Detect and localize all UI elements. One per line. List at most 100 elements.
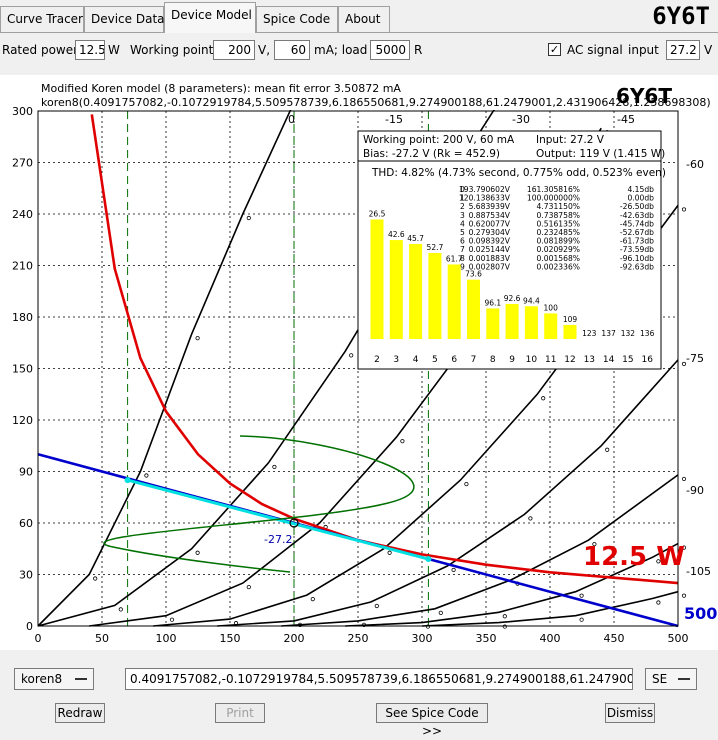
load-input[interactable]: 5000 [370,40,410,60]
model-select-value: koren8 [21,672,63,686]
measured-point [681,545,687,550]
harmonic-bar-value: 96.1 [484,298,501,307]
tab-device-model[interactable]: Device Model [164,2,256,33]
harmonic-bar-value: 26.5 [369,209,386,218]
harmonic-number-label: 12 [564,355,575,365]
harmonic-bar-value: 109 [563,315,578,324]
harmonic-number-label: 14 [603,355,615,365]
y-tick-label: 240 [12,208,33,221]
harmonic-table-cell: 0.002336% [537,262,580,271]
harmonic-table-cell: 0.025144V [469,245,511,254]
harmonic-table-cell: -52.67db [620,228,654,237]
harmonic-table-cell: 6 [460,237,465,246]
wp-current-input[interactable]: 60 [274,40,310,60]
harmonic-table-cell: 7 [460,245,465,254]
measured-point [656,600,661,605]
harmonic-table-cell: 193.790602V [459,185,511,194]
inset-working-point: Working point: 200 V, 60 mA [363,134,515,146]
plot-overlays [37,114,679,628]
x-tick-label: 450 [604,632,625,645]
input-value[interactable]: 27.2 [666,40,700,60]
measured-point [169,617,175,622]
harmonic-table-cell: 4.15db [627,185,654,194]
mode-select[interactable]: SE [645,668,697,690]
tube-curve [345,542,679,627]
harmonic-bar [389,240,403,339]
harmonic-bar-value: 94.4 [523,296,540,305]
y-tick-label: 270 [12,157,33,170]
tab-curve-tracer[interactable]: Curve Tracer [0,6,84,32]
harmonic-bar-value: 136 [640,329,655,338]
harmonic-bar-value: 52.7 [427,243,444,252]
measured-point [387,550,392,555]
harmonic-table-cell: 0 [460,185,465,194]
grid-voltage-label: -75 [686,352,704,365]
rated-power-label: Rated power: [2,43,82,57]
rated-power-unit: W [108,43,120,57]
harmonic-table-cell: 0.738758% [537,211,580,220]
control-row: Rated power: 12.5 W Working point: 200 V… [0,38,718,62]
y-tick-label: 90 [19,466,33,479]
measured-point [272,464,277,470]
harmonic-table-cell: 120.138633V [459,194,511,203]
harmonic-table-cell: 9 [460,262,465,271]
harmonic-number-label: 4 [413,355,419,365]
print-button[interactable]: Print [215,703,265,723]
y-tick-label: 30 [19,569,33,582]
plot-header-bg [38,80,678,110]
measured-point [374,603,379,609]
grid-voltage-label: -60 [686,158,704,171]
harmonic-table-cell: 0.002807V [469,262,511,271]
working-point-marker [289,518,299,528]
harmonic-number-label: 7 [471,355,477,365]
harmonic-table-cell: 0.020929% [537,245,580,254]
measured-point [93,576,98,581]
grid-voltage-label: 0 [288,113,295,126]
harmonic-bar-value: 42.6 [388,230,405,239]
redraw-button[interactable]: Redraw [55,703,105,723]
measured-point [656,559,661,564]
params-field[interactable]: 0.4091757082,-0.1072919784,5.509578739,6… [125,668,633,690]
measured-point [681,361,687,367]
y-tick-label: 210 [12,260,33,273]
wp-current-unit: mA; load [314,43,368,57]
mode-select-value: SE [652,672,668,686]
rated-power-input[interactable]: 12.5 [75,40,105,60]
measured-point [681,593,687,598]
x-tick-label: 400 [540,632,561,645]
harmonic-bar [486,308,500,339]
load-unit: R [414,43,423,57]
model-select[interactable]: koren8 [14,668,94,690]
wp-voltage-unit: V, [258,43,271,57]
harmonic-bars: 26.5242.6345.7452.7561.7673.6796.1892.69… [369,209,655,365]
harmonic-number-label: 16 [641,355,653,365]
tab-device-data[interactable]: Device Data [84,6,165,32]
harmonic-table-cell: 3 [460,211,465,220]
measured-point [310,596,315,602]
ac-signal-checkbox[interactable]: ✓ [548,43,561,56]
harmonic-table-cell: 0.081899% [537,237,580,246]
tab-about[interactable]: About [338,6,390,32]
plot-area: 0 50 100 150 200 250 300 350 400 450 500 0 30 60 90 120… [0,75,718,650]
wp-voltage-input[interactable]: 200 [213,40,255,60]
y-tick-label: 180 [12,311,33,324]
measured-point [349,353,354,358]
measured-point [681,476,687,482]
measured-point [464,481,469,487]
tab-spice-code[interactable]: Spice Code [256,6,338,32]
harmonic-number-label: 5 [432,355,438,365]
model-params-header: koren8(0.4091757082,-0.1072919784,5.5095… [41,96,711,109]
measured-point [246,584,251,590]
tube-curves [37,101,687,629]
measured-point [502,614,507,619]
harmonic-bar [505,303,519,339]
dismiss-button[interactable]: Dismiss [605,703,655,723]
harmonic-table-cell: 5 [460,228,465,237]
x-tick-label: 150 [220,632,241,645]
spice-code-button[interactable]: See Spice Code >> [376,703,488,738]
harmonic-bar [467,279,480,339]
measured-point [579,593,584,598]
harmonic-number-label: 13 [584,355,595,365]
harmonic-bar [544,313,558,339]
